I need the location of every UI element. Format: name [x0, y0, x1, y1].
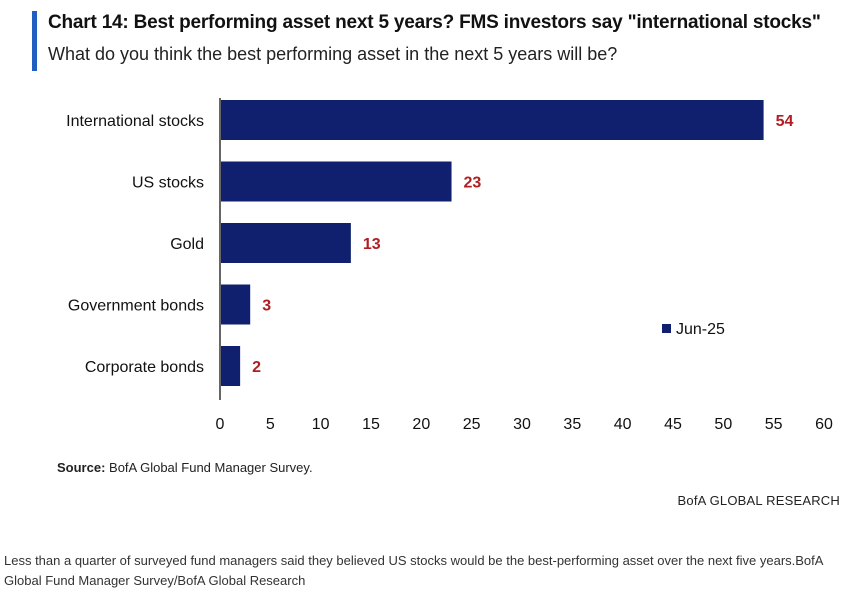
legend-swatch	[662, 324, 671, 333]
bar	[221, 223, 351, 263]
value-label: 13	[363, 236, 381, 253]
x-tick-label: 5	[266, 416, 275, 433]
x-tick-label: 25	[463, 416, 481, 433]
category-label: Government bonds	[68, 298, 204, 315]
x-tick-label: 10	[312, 416, 330, 433]
x-tick-label: 35	[563, 416, 581, 433]
source-note: Source: BofA Global Fund Manager Survey.	[57, 460, 313, 475]
bar	[221, 161, 452, 202]
chart-subtitle: What do you think the best performing as…	[48, 44, 618, 64]
x-tick-label: 30	[513, 416, 531, 433]
value-label: 23	[464, 175, 482, 192]
value-label: 3	[262, 298, 271, 315]
chart-title: Chart 14: Best performing asset next 5 y…	[48, 12, 821, 33]
category-label: International stocks	[66, 113, 204, 130]
x-tick-label: 20	[412, 416, 430, 433]
category-label: Corporate bonds	[85, 359, 204, 376]
x-tick-label: 45	[664, 416, 682, 433]
title-accent-bar	[32, 11, 37, 71]
bar	[221, 346, 241, 386]
x-tick-label: 40	[614, 416, 632, 433]
brand-label: BofA GLOBAL RESEARCH	[677, 493, 840, 508]
x-tick-label: 60	[815, 416, 833, 433]
value-label: 54	[776, 113, 794, 130]
x-tick-label: 0	[216, 416, 225, 433]
bar	[221, 284, 251, 325]
image-caption: Less than a quarter of surveyed fund man…	[4, 553, 823, 588]
legend-label: Jun-25	[676, 321, 725, 338]
x-tick-label: 55	[765, 416, 783, 433]
bar	[221, 100, 764, 140]
x-tick-label: 50	[714, 416, 732, 433]
category-label: US stocks	[132, 175, 204, 192]
x-tick-label: 15	[362, 416, 380, 433]
source-text: BofA Global Fund Manager Survey.	[105, 460, 313, 475]
category-label: Gold	[170, 236, 204, 253]
source-label: Source:	[57, 460, 106, 475]
value-label: 2	[252, 359, 261, 376]
